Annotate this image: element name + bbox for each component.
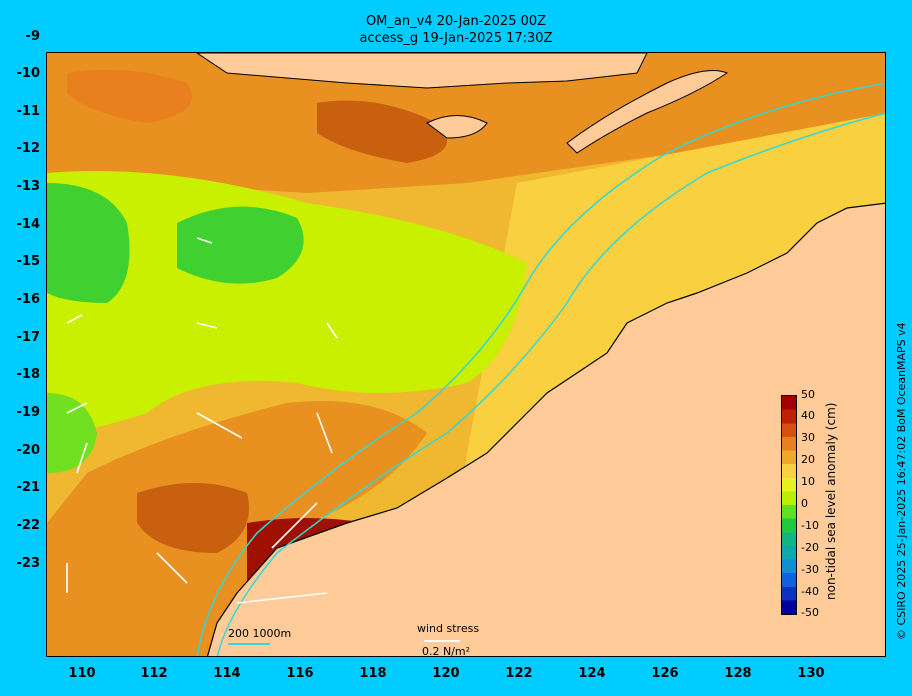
x-tick-label: 110: [62, 666, 102, 681]
credit-line: © CSIRO 2025 25-Jan-2025 16:47:02 BoM Oc…: [895, 322, 908, 640]
wind-stress-legend-scale: 0.2 N/m²: [422, 645, 470, 658]
y-tick-label: -22: [0, 518, 40, 533]
x-tick-label: 118: [353, 666, 393, 681]
y-tick-label: -13: [0, 179, 40, 194]
colorbar-tick: 20: [801, 453, 815, 466]
anomaly-field-central-low: [177, 207, 304, 284]
x-tick-label: 126: [645, 666, 685, 681]
x-tick-label: 130: [791, 666, 831, 681]
map-graphic: [47, 53, 886, 657]
colorbar-label: non-tidal sea level anomaly (cm): [824, 403, 838, 600]
y-tick-label: -12: [0, 141, 40, 156]
y-tick-label: -17: [0, 330, 40, 345]
isobath-legend-label: 200 1000m: [228, 627, 291, 640]
x-tick-label: 116: [280, 666, 320, 681]
colorbar-tick: -20: [801, 541, 819, 554]
y-tick-label: -21: [0, 480, 40, 495]
colorbar-tick: -10: [801, 519, 819, 532]
colorbar-tick: 0: [801, 497, 808, 510]
y-tick-label: -20: [0, 443, 40, 458]
x-tick-label: 128: [718, 666, 758, 681]
y-tick-label: -11: [0, 104, 40, 119]
y-tick-label: -19: [0, 405, 40, 420]
y-tick-label: -18: [0, 367, 40, 382]
map-title-line2: access_g 19-Jan-2025 17:30Z: [0, 31, 912, 46]
wind-stress-legend-arrow: [424, 640, 460, 642]
colorbar-tick: 30: [801, 431, 815, 444]
sea-level-anomaly-map: [46, 52, 886, 657]
y-tick-label: -9: [0, 29, 40, 44]
colorbar-tick: 50: [801, 388, 815, 401]
x-tick-label: 120: [426, 666, 466, 681]
colorbar: [781, 395, 797, 615]
y-tick-label: -10: [0, 66, 40, 81]
x-tick-label: 114: [207, 666, 247, 681]
colorbar-tick: 40: [801, 409, 815, 422]
isobath-legend-line: [228, 643, 270, 645]
y-tick-label: -16: [0, 292, 40, 307]
y-tick-label: -15: [0, 254, 40, 269]
colorbar-tick: -50: [801, 606, 819, 619]
y-tick-label: -14: [0, 217, 40, 232]
map-title-line1: OM_an_v4 20-Jan-2025 00Z: [0, 14, 912, 29]
colorbar-tick: 10: [801, 475, 815, 488]
y-tick-label: -23: [0, 556, 40, 571]
colorbar-tick: -40: [801, 585, 819, 598]
colorbar-tick: -30: [801, 563, 819, 576]
x-tick-label: 112: [134, 666, 174, 681]
x-tick-label: 124: [572, 666, 612, 681]
wind-stress-legend-title: wind stress: [417, 622, 479, 635]
x-tick-label: 122: [499, 666, 539, 681]
